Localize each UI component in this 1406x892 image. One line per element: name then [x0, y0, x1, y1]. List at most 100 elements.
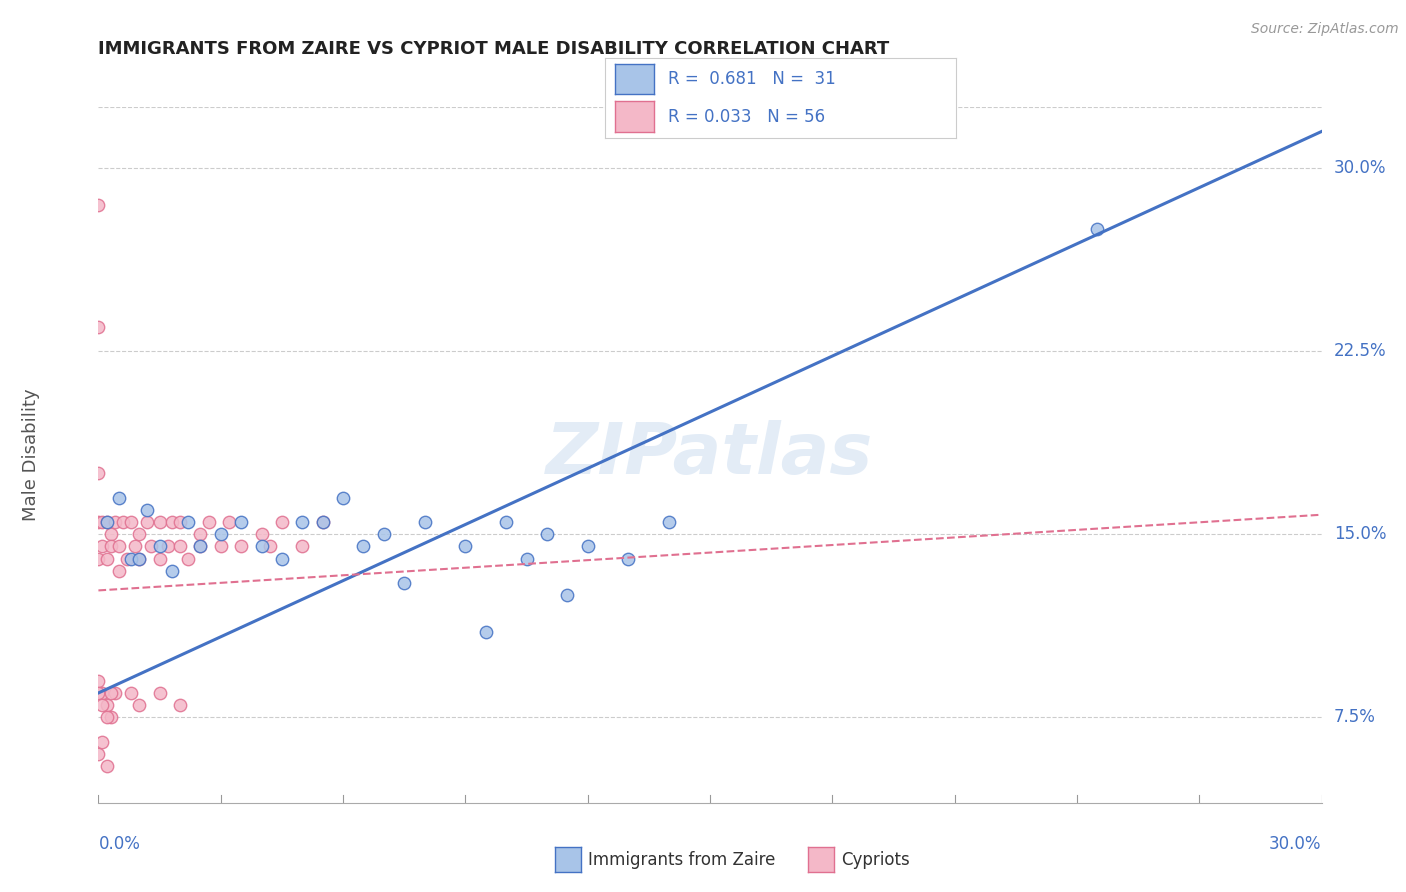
- Point: [312, 515, 335, 529]
- Point: [100, 527, 122, 541]
- Point: [87, 467, 110, 481]
- Point: [128, 527, 150, 541]
- Text: Immigrants from Zaire: Immigrants from Zaire: [588, 851, 775, 869]
- Point: [209, 540, 232, 554]
- Point: [128, 551, 150, 566]
- Point: [128, 551, 150, 566]
- Point: [516, 551, 538, 566]
- Point: [160, 515, 183, 529]
- Point: [128, 698, 150, 713]
- Point: [373, 527, 395, 541]
- Text: Cypriots: Cypriots: [841, 851, 910, 869]
- Point: [100, 686, 122, 700]
- Point: [108, 491, 131, 505]
- Point: [96, 515, 118, 529]
- Text: ZIPatlas: ZIPatlas: [547, 420, 873, 490]
- Point: [120, 515, 142, 529]
- Point: [91, 686, 114, 700]
- Text: R = 0.033   N = 56: R = 0.033 N = 56: [668, 109, 825, 127]
- Point: [312, 515, 335, 529]
- Point: [141, 540, 163, 554]
- Point: [413, 515, 436, 529]
- Point: [96, 710, 118, 724]
- Point: [658, 515, 681, 529]
- Point: [115, 551, 138, 566]
- Point: [474, 624, 498, 639]
- Point: [91, 515, 114, 529]
- Point: [149, 515, 172, 529]
- Point: [96, 698, 118, 713]
- Point: [100, 710, 122, 724]
- Text: 15.0%: 15.0%: [1334, 525, 1386, 543]
- Point: [160, 564, 183, 578]
- Point: [332, 491, 354, 505]
- Point: [392, 576, 416, 591]
- Point: [149, 551, 172, 566]
- Text: IMMIGRANTS FROM ZAIRE VS CYPRIOT MALE DISABILITY CORRELATION CHART: IMMIGRANTS FROM ZAIRE VS CYPRIOT MALE DI…: [98, 40, 890, 58]
- Text: 22.5%: 22.5%: [1334, 343, 1386, 360]
- Point: [104, 515, 127, 529]
- Point: [231, 515, 253, 529]
- Point: [156, 540, 179, 554]
- Point: [188, 540, 212, 554]
- Point: [188, 527, 212, 541]
- Point: [124, 540, 146, 554]
- Point: [136, 503, 159, 517]
- Point: [87, 515, 110, 529]
- Point: [120, 551, 142, 566]
- Point: [177, 551, 200, 566]
- Text: 30.0%: 30.0%: [1334, 159, 1386, 178]
- Point: [87, 551, 110, 566]
- Point: [250, 540, 273, 554]
- Point: [169, 540, 191, 554]
- Point: [270, 515, 294, 529]
- Point: [87, 319, 110, 334]
- Point: [617, 551, 640, 566]
- Point: [149, 686, 172, 700]
- Point: [576, 540, 599, 554]
- Point: [87, 686, 110, 700]
- Text: R =  0.681   N =  31: R = 0.681 N = 31: [668, 70, 835, 87]
- Point: [259, 540, 281, 554]
- Point: [108, 540, 131, 554]
- Point: [270, 551, 294, 566]
- Text: 0.0%: 0.0%: [98, 835, 141, 853]
- Point: [96, 759, 118, 773]
- Text: Source: ZipAtlas.com: Source: ZipAtlas.com: [1251, 22, 1399, 37]
- Point: [454, 540, 477, 554]
- Point: [169, 515, 191, 529]
- Point: [111, 515, 134, 529]
- Point: [149, 540, 172, 554]
- Point: [291, 540, 314, 554]
- Point: [96, 551, 118, 566]
- Point: [197, 515, 219, 529]
- Point: [96, 515, 118, 529]
- Point: [555, 588, 579, 602]
- Point: [250, 527, 273, 541]
- Point: [91, 698, 114, 713]
- Point: [495, 515, 517, 529]
- Point: [231, 540, 253, 554]
- Point: [120, 686, 142, 700]
- Point: [291, 515, 314, 529]
- Point: [104, 686, 127, 700]
- Point: [91, 735, 114, 749]
- Text: Male Disability: Male Disability: [22, 389, 41, 521]
- Text: 7.5%: 7.5%: [1334, 708, 1375, 726]
- Point: [100, 540, 122, 554]
- Point: [188, 540, 212, 554]
- Text: 30.0%: 30.0%: [1270, 835, 1322, 853]
- Point: [352, 540, 374, 554]
- Point: [218, 515, 240, 529]
- Point: [209, 527, 232, 541]
- Point: [108, 564, 131, 578]
- Point: [136, 515, 159, 529]
- Point: [1085, 222, 1108, 236]
- Point: [177, 515, 200, 529]
- Point: [87, 197, 110, 211]
- Point: [91, 540, 114, 554]
- Point: [87, 673, 110, 688]
- Point: [536, 527, 558, 541]
- Point: [87, 747, 110, 761]
- Point: [169, 698, 191, 713]
